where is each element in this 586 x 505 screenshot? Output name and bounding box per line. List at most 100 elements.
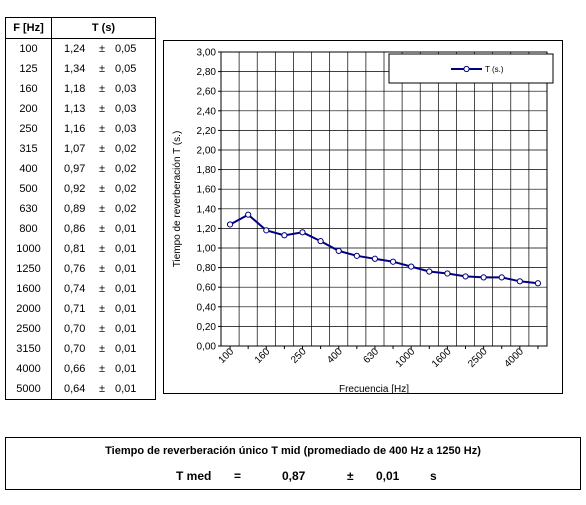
cell-uncertainty: 0,01 (115, 243, 137, 255)
cell-time: 1,16 ±0,03 (52, 119, 155, 139)
cell-frequency: 250 (6, 119, 52, 139)
cell-frequency: 630 (6, 199, 52, 219)
cell-time: 1,18 ±0,03 (52, 79, 155, 99)
cell-pm: ± (99, 363, 106, 375)
cell-frequency: 100 (6, 39, 52, 59)
table-row: 1250 0,76 ±0,01 (6, 259, 155, 279)
x-tick-label: 400 (325, 346, 345, 366)
cell-uncertainty: 0,01 (115, 283, 137, 295)
cell-frequency: 2500 (6, 319, 52, 339)
cell-pm: ± (99, 283, 106, 295)
summary-label: T med (176, 469, 212, 483)
table-row: 100 1,24 ±0,05 (6, 39, 155, 59)
cell-pm: ± (99, 343, 106, 355)
cell-t-value: 1,16 (64, 123, 86, 135)
table-row: 125 1,34 ±0,05 (6, 59, 155, 79)
cell-frequency: 125 (6, 59, 52, 79)
cell-pm: ± (99, 43, 106, 55)
data-point (462, 273, 469, 280)
chart-frame: 0,00 0,20 0,40 0,60 0,80 1,00 1,20 1,40 1,60 1,80… (163, 40, 563, 395)
y-tick-label: 1,80 (197, 165, 217, 176)
cell-time: 1,34 ±0,05 (52, 59, 155, 79)
summary-equals: = (234, 469, 242, 483)
table-row: 4000 0,66 ±0,01 (6, 359, 155, 379)
legend-marker (463, 65, 470, 73)
cell-t-value: 0,97 (64, 163, 86, 175)
cell-pm: ± (99, 83, 106, 95)
cell-time: 1,13 ±0,03 (52, 99, 155, 119)
cell-time: 0,66 ±0,01 (52, 359, 155, 379)
x-tick-label: 2500 (466, 346, 490, 370)
x-axis-title: Frecuencia [Hz] (339, 384, 409, 395)
table-row: 400 0,97 ±0,02 (6, 159, 155, 179)
cell-frequency: 200 (6, 99, 52, 119)
cell-time: 0,76 ±0,01 (52, 259, 155, 279)
summary-title: Tiempo de reverberación único T mid (pro… (105, 445, 481, 457)
y-tick-label: 0,00 (197, 342, 217, 353)
x-tick-label: 4000 (502, 346, 526, 370)
data-point (480, 274, 487, 281)
data-point (408, 263, 415, 270)
data-point (335, 247, 342, 255)
table-row: 2000 0,71 ±0,01 (6, 299, 155, 319)
table-row: 3150 0,70 ±0,01 (6, 339, 155, 359)
data-point (299, 229, 306, 236)
table-row: 2500 0,70 ±0,01 (6, 319, 155, 339)
cell-uncertainty: 0,03 (115, 123, 137, 135)
cell-t-value: 0,89 (64, 203, 86, 215)
cell-pm: ± (99, 323, 106, 335)
data-point (389, 258, 397, 265)
cell-uncertainty: 0,01 (115, 263, 137, 275)
x-tick-label: 100 (217, 346, 237, 366)
data-point (263, 227, 270, 234)
reverberation-table: F [Hz] T (s) 100 1,24 ±0,05 125 1,34 ±0,05 160… (5, 17, 156, 400)
cell-frequency: 400 (6, 159, 52, 179)
table-row: 200 1,13 ±0,03 (6, 99, 155, 119)
y-tick-label: 0,80 (197, 263, 217, 274)
cell-uncertainty: 0,01 (115, 223, 137, 235)
cell-frequency: 4000 (6, 359, 52, 379)
cell-uncertainty: 0,02 (115, 163, 137, 175)
cell-frequency: 5000 (6, 379, 52, 399)
cell-uncertainty: 0,03 (115, 103, 137, 115)
cell-uncertainty: 0,01 (115, 363, 137, 375)
cell-pm: ± (99, 203, 106, 215)
y-tick-label: 2,00 (197, 146, 217, 157)
cell-pm: ± (99, 123, 106, 135)
cell-t-value: 0,86 (64, 223, 86, 235)
cell-time: 0,70 ±0,01 (52, 319, 155, 339)
summary-unit: s (430, 469, 437, 483)
legend-label: T (s.) (485, 65, 504, 74)
y-tick-label: 2,40 (197, 106, 217, 117)
table-row: 160 1,18 ±0,03 (6, 79, 155, 99)
cell-uncertainty: 0,01 (115, 303, 137, 315)
data-point (534, 280, 542, 287)
data-point (245, 211, 252, 218)
y-tick-label: 0,40 (197, 302, 217, 313)
cell-time: 0,89 ±0,02 (52, 199, 155, 219)
cell-frequency: 2000 (6, 299, 52, 319)
cell-frequency: 500 (6, 179, 52, 199)
table-row: 1600 0,74 ±0,01 (6, 279, 155, 299)
cell-uncertainty: 0,02 (115, 183, 137, 195)
summary-uncertainty: 0,01 (376, 469, 400, 483)
x-tick-label: 630 (361, 346, 381, 366)
cell-time: 0,64 ±0,01 (52, 379, 155, 399)
cell-t-value: 0,64 (64, 383, 86, 395)
cell-frequency: 160 (6, 79, 52, 99)
cell-time: 0,81 ±0,01 (52, 239, 155, 259)
data-point (498, 274, 505, 281)
data-point (444, 270, 451, 277)
table-row: 315 1,07 ±0,02 (6, 139, 155, 159)
cell-t-value: 0,70 (64, 343, 86, 355)
cell-pm: ± (99, 243, 106, 255)
table-body: 100 1,24 ±0,05 125 1,34 ±0,05 160 1,18 ±0,03 200 1… (6, 39, 155, 399)
y-tick-label: 2,80 (197, 67, 217, 78)
cell-pm: ± (99, 143, 106, 155)
cell-t-value: 1,13 (64, 103, 86, 115)
data-point (371, 255, 379, 262)
table-row: 500 0,92 ±0,02 (6, 179, 155, 199)
cell-t-value: 1,18 (64, 83, 86, 95)
data-point (281, 232, 288, 239)
cell-time: 1,24 ±0,05 (52, 39, 155, 59)
